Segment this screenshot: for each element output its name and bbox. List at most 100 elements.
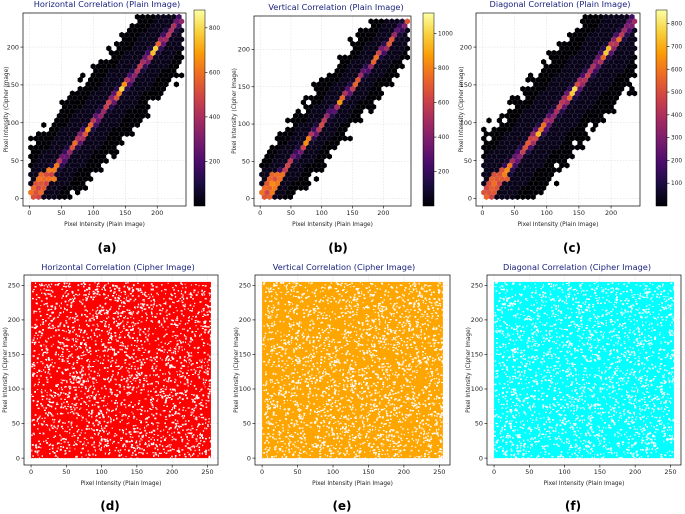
scatter-gap <box>105 438 107 441</box>
hexbin-cell <box>389 45 395 52</box>
hexbin-cell <box>293 184 299 191</box>
scatter-gap <box>180 362 183 364</box>
scatter-gap <box>210 328 212 331</box>
scatter-gap <box>126 286 129 289</box>
scatter-gap <box>131 325 134 328</box>
scatter-gap <box>115 383 118 385</box>
hexbin-cell <box>399 45 405 52</box>
hexbin-cell <box>606 90 612 97</box>
hexbin-cell <box>56 184 62 191</box>
hexbin-cell <box>528 108 534 115</box>
colorbar-tick-label: 400 <box>209 115 220 121</box>
hexbin-cell <box>101 126 107 133</box>
hexbin-cell <box>577 130 583 137</box>
scatter-gap <box>107 310 110 313</box>
scatter-gap <box>89 312 91 315</box>
hexbin-cell <box>598 94 604 101</box>
scatter-gap <box>157 337 159 340</box>
scatter-gap <box>172 389 175 391</box>
hexbin-cell <box>46 157 52 164</box>
scatter-gap <box>356 297 359 300</box>
scatter-gap <box>113 353 116 355</box>
scatter-gap <box>374 392 377 395</box>
scatter-gap <box>41 424 44 426</box>
hexbin-cell <box>41 166 47 173</box>
hexbin-cell <box>272 166 278 173</box>
scatter-gap <box>76 356 79 358</box>
scatter-gap <box>37 428 39 430</box>
scatter-gap <box>290 342 293 344</box>
scatter-gap <box>89 350 92 352</box>
scatter-gap <box>60 436 62 438</box>
scatter-gap <box>271 345 273 348</box>
scatter-gap <box>176 360 179 362</box>
scatter-gap <box>55 455 57 457</box>
hexbin-cell <box>616 45 622 52</box>
hexbin-cell <box>494 166 500 173</box>
hexbin-cell <box>326 108 332 115</box>
hexbin-cell <box>277 193 283 200</box>
scatter-gap <box>186 378 189 381</box>
scatter-gap <box>175 392 177 395</box>
scatter-gap <box>182 393 185 395</box>
scatter-gap <box>177 373 179 376</box>
hexbin-cell <box>535 103 541 110</box>
hexbin-cell <box>41 193 47 200</box>
scatter-gap <box>54 306 57 308</box>
scatter-gap <box>35 319 38 321</box>
scatter-gap <box>104 325 107 328</box>
scatter-gap <box>146 317 148 319</box>
scatter-gap <box>78 399 80 401</box>
scatter-gap <box>174 389 176 392</box>
panel-e-points <box>262 281 445 460</box>
scatter-gap <box>42 362 44 365</box>
hexbin-cell <box>621 81 627 88</box>
scatter-gap <box>103 445 105 448</box>
hexbin-cell <box>127 36 133 43</box>
hexbin-cell <box>347 54 353 61</box>
hexbin-cell <box>358 72 364 79</box>
hexbin-cell <box>108 148 114 155</box>
scatter-gap <box>187 384 189 387</box>
scatter-gap <box>103 397 105 399</box>
scatter-gap <box>33 311 35 314</box>
scatter-gap <box>200 439 202 442</box>
scatter-gap <box>415 334 418 337</box>
scatter-gap <box>102 413 104 416</box>
scatter-gap <box>143 379 146 381</box>
scatter-gap <box>83 354 85 356</box>
scatter-gap <box>187 352 190 355</box>
hexbin-cell <box>551 58 557 65</box>
hexbin-cell <box>358 27 364 34</box>
panel-a-title: Horizontal Correlation (Plain Image) <box>34 0 180 9</box>
scatter-gap <box>146 338 149 341</box>
scatter-gap <box>97 432 100 434</box>
scatter-gap <box>359 450 362 452</box>
scatter-gap <box>192 394 195 396</box>
scatter-gap <box>201 399 204 401</box>
y-tick-label: 200 <box>8 316 20 324</box>
scatter-gap <box>131 314 134 316</box>
scatter-gap <box>270 290 273 293</box>
scatter-gap <box>77 439 79 441</box>
hexbin-cell <box>535 139 541 146</box>
hexbin-cell <box>499 166 505 173</box>
scatter-gap <box>96 316 98 318</box>
hexbin-cell <box>554 126 560 133</box>
hexbin-cell <box>95 126 101 133</box>
scatter-gap <box>268 421 270 424</box>
scatter-gap <box>300 415 302 417</box>
scatter-gap <box>95 329 97 331</box>
hexbin-cell <box>64 144 70 151</box>
hexbin-cell <box>269 144 275 151</box>
scatter-gap <box>36 375 38 377</box>
hexbin-cell <box>106 144 112 151</box>
scatter-gap <box>95 401 98 403</box>
scatter-gap <box>31 365 34 368</box>
hexbin-cell <box>137 99 143 106</box>
hexbin-cell <box>569 153 575 160</box>
scatter-gap <box>142 331 145 333</box>
hexbin-cell <box>582 67 588 74</box>
hexbin-cell <box>168 27 174 34</box>
